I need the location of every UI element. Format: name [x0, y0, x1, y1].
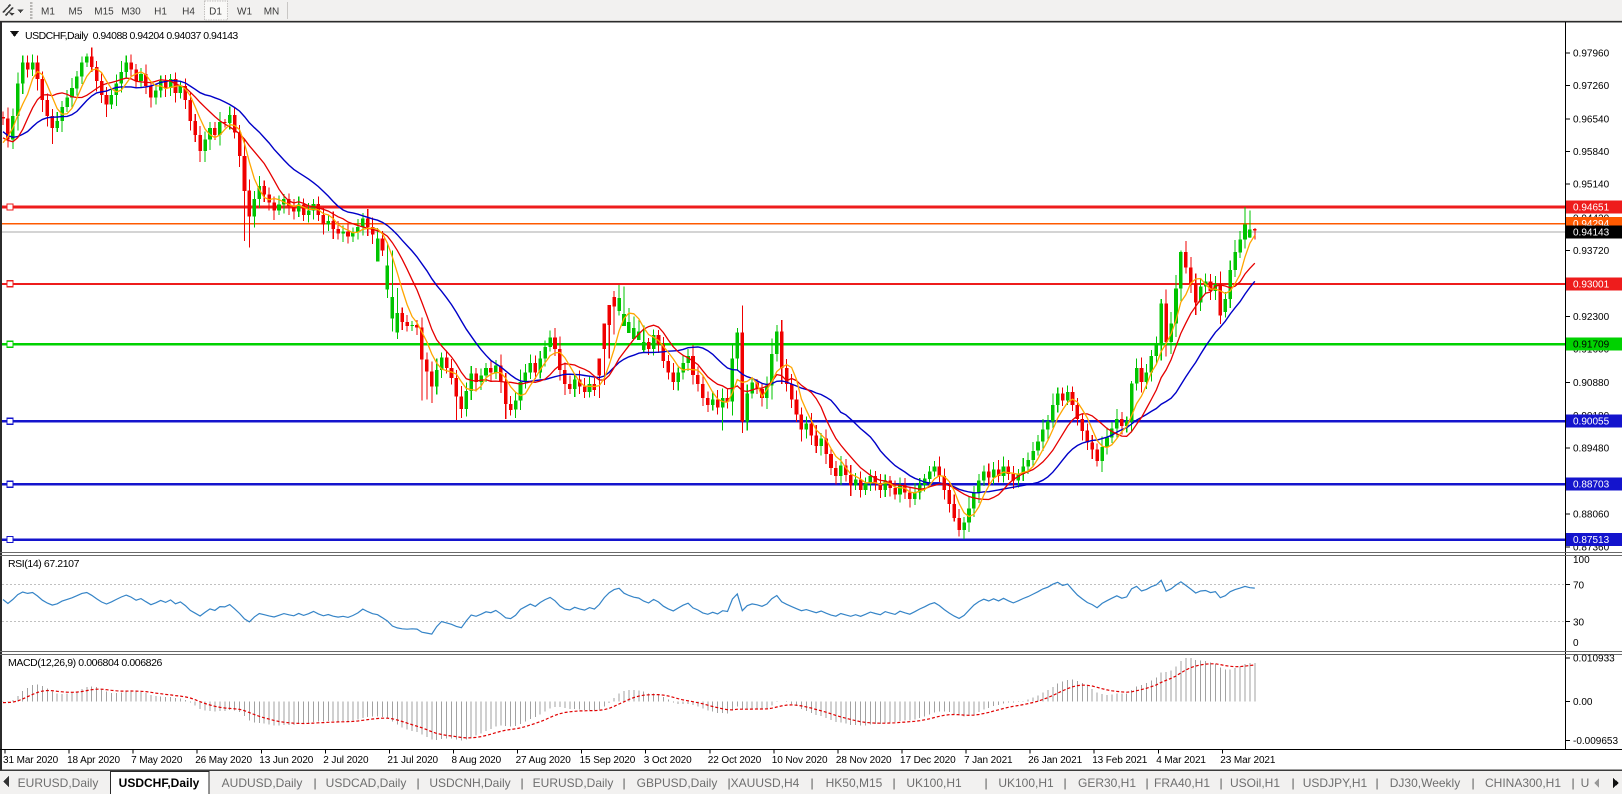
svg-text:HK50,M15: HK50,M15: [826, 776, 883, 790]
svg-text:|: |: [622, 776, 625, 790]
svg-text:0.97260: 0.97260: [1573, 81, 1610, 92]
svg-text:17 Dec 2020: 17 Dec 2020: [900, 755, 956, 766]
svg-text:|: |: [416, 776, 419, 790]
svg-text:22 Oct 2020: 22 Oct 2020: [708, 755, 762, 766]
svg-text:70: 70: [1573, 581, 1585, 592]
svg-text:|: |: [727, 776, 730, 790]
svg-text:USDCNH,Daily: USDCNH,Daily: [429, 776, 510, 790]
svg-text:7 Jan 2021: 7 Jan 2021: [964, 755, 1013, 766]
svg-text:W1: W1: [237, 7, 252, 18]
svg-text:0.90880: 0.90880: [1573, 378, 1610, 389]
svg-text:|: |: [1291, 776, 1294, 790]
svg-text:M15: M15: [94, 7, 114, 18]
svg-text:15 Sep 2020: 15 Sep 2020: [580, 755, 636, 766]
svg-text:XAUUSD,H4: XAUUSD,H4: [731, 776, 800, 790]
svg-text:0.91709: 0.91709: [1573, 340, 1610, 351]
svg-text:0.92300: 0.92300: [1573, 312, 1610, 323]
svg-text:0.89480: 0.89480: [1573, 444, 1610, 455]
svg-text:18 Apr 2020: 18 Apr 2020: [67, 755, 120, 766]
svg-text:H1: H1: [154, 7, 167, 18]
svg-text:10 Nov 2020: 10 Nov 2020: [772, 755, 828, 766]
svg-text:0.88703: 0.88703: [1573, 480, 1610, 491]
svg-text:USDCHF,Daily 0.94088 0.94204: USDCHF,Daily 0.94088 0.94204 0.94037 0.9…: [25, 30, 238, 42]
svg-text:UK100,H1: UK100,H1: [998, 776, 1054, 790]
svg-text:0.95140: 0.95140: [1573, 180, 1610, 191]
svg-text:|: |: [520, 776, 523, 790]
svg-text:0.93720: 0.93720: [1573, 246, 1610, 257]
svg-text:EURUSD,Daily: EURUSD,Daily: [533, 776, 614, 790]
svg-text:AUDUSD,Daily: AUDUSD,Daily: [222, 776, 303, 790]
svg-text:0.94294: 0.94294: [1573, 219, 1610, 230]
svg-text:26 May 2020: 26 May 2020: [195, 755, 252, 766]
svg-text:U: U: [1581, 776, 1590, 790]
svg-text:D1: D1: [209, 7, 222, 18]
svg-text:GER30,H1: GER30,H1: [1078, 776, 1136, 790]
svg-text:0.94651: 0.94651: [1573, 203, 1610, 214]
svg-text:USOil,H1: USOil,H1: [1230, 776, 1280, 790]
svg-text:|: |: [1219, 776, 1222, 790]
svg-text:30: 30: [1573, 618, 1585, 629]
svg-text:0.94143: 0.94143: [1573, 228, 1610, 239]
svg-text:26 Jan 2021: 26 Jan 2021: [1028, 755, 1082, 766]
svg-text:|: |: [313, 776, 316, 790]
svg-text:7 May 2020: 7 May 2020: [131, 755, 183, 766]
svg-text:28 Nov 2020: 28 Nov 2020: [836, 755, 892, 766]
svg-text:-0.009653: -0.009653: [1573, 736, 1618, 747]
svg-text:0.87360: 0.87360: [1573, 542, 1610, 553]
svg-text:0.00: 0.00: [1573, 697, 1593, 708]
svg-text:|: |: [1571, 776, 1574, 790]
svg-text:23 Mar 2021: 23 Mar 2021: [1220, 755, 1276, 766]
svg-text:0: 0: [1573, 638, 1579, 649]
svg-text:27 Aug 2020: 27 Aug 2020: [516, 755, 572, 766]
svg-text:GBPUSD,Daily: GBPUSD,Daily: [637, 776, 718, 790]
svg-text:FRA40,H1: FRA40,H1: [1154, 776, 1210, 790]
svg-text:MACD(12,26,9) 0.006804 0.00682: MACD(12,26,9) 0.006804 0.006826: [8, 657, 163, 669]
svg-text:M30: M30: [121, 7, 141, 18]
svg-text:13 Jun 2020: 13 Jun 2020: [259, 755, 313, 766]
svg-text:0.87513: 0.87513: [1573, 535, 1610, 546]
svg-text:0.97960: 0.97960: [1573, 48, 1610, 59]
svg-text:21 Jul 2020: 21 Jul 2020: [387, 755, 438, 766]
svg-text:H4: H4: [182, 7, 195, 18]
svg-text:0.90055: 0.90055: [1573, 417, 1610, 428]
svg-text:0.88060: 0.88060: [1573, 510, 1610, 521]
svg-text:0.96540: 0.96540: [1573, 115, 1610, 126]
svg-text:CHINA300,H1: CHINA300,H1: [1485, 776, 1561, 790]
svg-text:13 Feb 2021: 13 Feb 2021: [1092, 755, 1148, 766]
svg-text:MN: MN: [264, 7, 280, 18]
svg-text:8 Aug 2020: 8 Aug 2020: [452, 755, 502, 766]
svg-text:31 Mar 2020: 31 Mar 2020: [3, 755, 59, 766]
svg-text:EURUSD,Daily: EURUSD,Daily: [18, 776, 99, 790]
svg-text:|: |: [1145, 776, 1148, 790]
svg-text:USDJPY,H1: USDJPY,H1: [1303, 776, 1368, 790]
svg-text:|: |: [1375, 776, 1378, 790]
svg-text:DJ30,Weekly: DJ30,Weekly: [1390, 776, 1460, 790]
svg-text:0.95840: 0.95840: [1573, 147, 1610, 158]
svg-text:RSI(14) 67.2107: RSI(14) 67.2107: [8, 558, 80, 570]
svg-text:100: 100: [1573, 555, 1590, 566]
svg-text:USDCAD,Daily: USDCAD,Daily: [326, 776, 407, 790]
svg-text:M1: M1: [41, 7, 55, 18]
svg-text:UK100,H1: UK100,H1: [906, 776, 962, 790]
svg-text:2 Jul 2020: 2 Jul 2020: [323, 755, 369, 766]
svg-text:|: |: [984, 776, 987, 790]
svg-text:|: |: [1471, 776, 1474, 790]
svg-text:3 Oct 2020: 3 Oct 2020: [644, 755, 692, 766]
svg-text:|: |: [810, 776, 813, 790]
svg-text:USDCHF,Daily: USDCHF,Daily: [119, 776, 200, 790]
svg-text:0.010933: 0.010933: [1573, 654, 1615, 665]
svg-text:|: |: [1063, 776, 1066, 790]
svg-text:4 Mar 2021: 4 Mar 2021: [1156, 755, 1206, 766]
svg-text:|: |: [892, 776, 895, 790]
svg-text:0.93001: 0.93001: [1573, 279, 1610, 290]
svg-text:M5: M5: [69, 7, 83, 18]
